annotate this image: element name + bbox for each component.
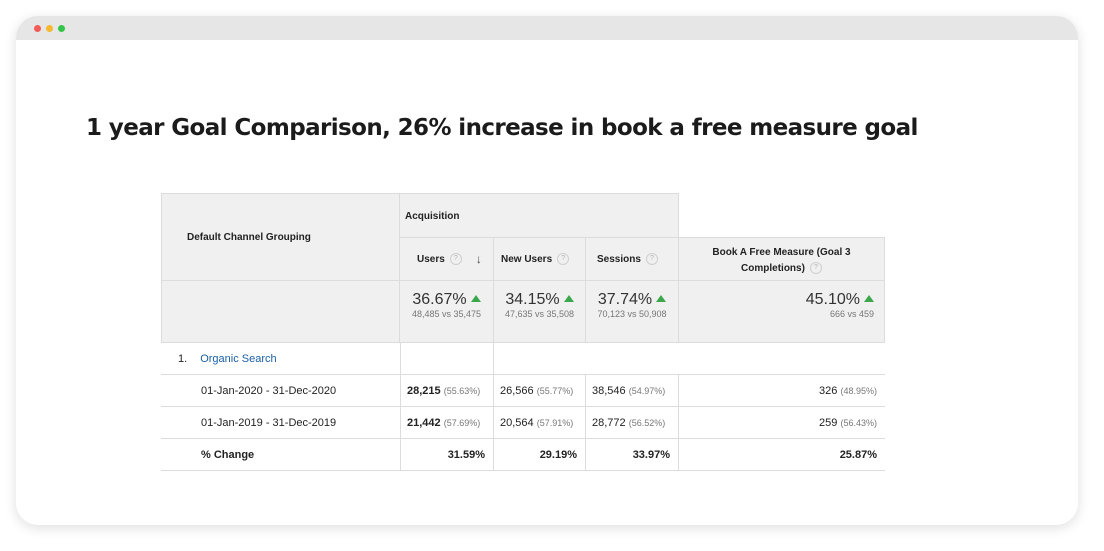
acquisition-group-label: Acquisition <box>405 211 460 222</box>
browser-window: 1 year Goal Comparison, 26% increase in … <box>16 16 1078 525</box>
cell-percentage: (57.69%) <box>443 417 481 428</box>
analytics-report-table: Default Channel Grouping Acquisition Use… <box>161 193 885 473</box>
cell-percentage: (48.95%) <box>840 385 877 396</box>
change-value: 25.87% <box>839 448 877 461</box>
table-cell-users: 21,442 (57.69%) <box>400 407 494 439</box>
channel-row-spacer <box>494 343 885 375</box>
summary-change: 36.67% <box>412 291 467 308</box>
dimension-header-label: Default Channel Grouping <box>187 231 311 243</box>
summary-compare: 666 vs 459 <box>829 309 874 319</box>
channel-row: 1. Organic Search <box>161 343 400 375</box>
window-titlebar <box>16 16 1078 40</box>
close-window-dot[interactable] <box>34 25 41 32</box>
change-cell-new-users: 29.19% <box>494 439 586 471</box>
date-range-label: 01-Jan-2019 - 31-Dec-2019 <box>201 416 337 429</box>
table-cell-sessions: 38,546 (54.97%) <box>586 375 679 407</box>
change-cell-sessions: 33.97% <box>586 439 679 471</box>
arrow-up-icon <box>563 295 574 302</box>
change-cell-goal-completions: 25.87% <box>679 439 885 471</box>
summary-sessions: 37.74% 70,123 vs 50,908 <box>586 281 679 343</box>
column-header-sessions[interactable]: Sessions ? <box>586 237 679 281</box>
cell-value: 326 <box>819 384 838 397</box>
channel-index: 1. <box>178 352 188 365</box>
acquisition-group-header: Acquisition <box>400 193 679 238</box>
summary-compare: 47,635 vs 35,508 <box>504 309 575 319</box>
cell-percentage: (56.43%) <box>840 417 877 428</box>
cell-percentage: (54.97%) <box>628 385 666 396</box>
help-icon[interactable]: ? <box>645 253 658 265</box>
table-cell-new-users: 26,566 (55.77%) <box>494 375 586 407</box>
cell-value: 26,566 <box>500 384 534 397</box>
change-label: % Change <box>201 448 255 461</box>
column-header-new-users[interactable]: New Users ? <box>494 237 586 281</box>
cell-value: 20,564 <box>500 416 534 429</box>
summary-compare: 48,485 vs 35,475 <box>411 309 482 319</box>
change-value: 29.19% <box>539 448 577 461</box>
table-cell-goal-completions: 326 (48.95%) <box>679 375 885 407</box>
arrow-up-icon <box>470 295 481 302</box>
change-row-label: % Change <box>161 439 400 471</box>
cell-value: 28,772 <box>592 416 626 429</box>
sort-descending-icon[interactable]: ↓ <box>475 252 482 266</box>
change-value: 33.97% <box>632 448 670 461</box>
cell-value: 259 <box>819 416 838 429</box>
summary-new-users: 34.15% 47,635 vs 35,508 <box>494 281 586 343</box>
channel-row-spacer <box>400 343 494 375</box>
column-label-sessions: Sessions <box>597 253 641 265</box>
date-range-label: 01-Jan-2020 - 31-Dec-2020 <box>201 384 337 397</box>
column-header-users[interactable]: Users ? ↓ <box>400 237 494 281</box>
summary-label-cell <box>161 281 400 343</box>
change-cell-users: 31.59% <box>400 439 494 471</box>
cell-value: 21,442 <box>407 416 441 429</box>
table-cell-users: 28,215 (55.63%) <box>400 375 494 407</box>
table-cell-sessions: 28,772 (56.52%) <box>586 407 679 439</box>
summary-change: 34.15% <box>505 291 560 308</box>
cell-percentage: (55.77%) <box>536 385 574 396</box>
cell-value: 28,215 <box>407 384 441 397</box>
help-icon[interactable]: ? <box>557 253 570 265</box>
column-header-goal-completions[interactable]: Book A Free Measure (Goal 3 Completions)… <box>679 237 885 281</box>
summary-change: 37.74% <box>597 291 653 308</box>
maximize-window-dot[interactable] <box>58 25 65 32</box>
summary-compare: 70,123 vs 50,908 <box>597 309 667 319</box>
cell-percentage: (57.91%) <box>536 417 574 428</box>
help-icon[interactable]: ? <box>449 253 462 265</box>
page-headline: 1 year Goal Comparison, 26% increase in … <box>86 115 918 141</box>
cell-value: 38,546 <box>592 384 626 397</box>
minimize-window-dot[interactable] <box>46 25 53 32</box>
column-label-users: Users <box>417 253 445 265</box>
column-label-goal-line1: Book A Free Measure (Goal 3 <box>712 247 851 258</box>
column-label-new-users: New Users <box>501 253 553 265</box>
table-row-label: 01-Jan-2020 - 31-Dec-2020 <box>161 375 400 407</box>
help-icon[interactable]: ? <box>809 262 822 275</box>
cell-percentage: (56.52%) <box>628 417 666 428</box>
summary-goal-completions: 45.10% 666 vs 459 <box>679 281 885 343</box>
summary-change: 45.10% <box>805 291 860 308</box>
table-cell-goal-completions: 259 (56.43%) <box>679 407 885 439</box>
cell-percentage: (55.63%) <box>443 385 481 396</box>
table-cell-new-users: 20,564 (57.91%) <box>494 407 586 439</box>
arrow-up-icon <box>864 295 874 302</box>
change-value: 31.59% <box>447 448 485 461</box>
arrow-up-icon <box>656 295 667 302</box>
summary-users: 36.67% 48,485 vs 35,475 <box>400 281 494 343</box>
table-row-label: 01-Jan-2019 - 31-Dec-2019 <box>161 407 400 439</box>
column-label-goal-line2: Completions) <box>741 263 805 274</box>
dimension-header: Default Channel Grouping <box>161 193 400 281</box>
channel-link-organic-search[interactable]: Organic Search <box>200 352 277 365</box>
